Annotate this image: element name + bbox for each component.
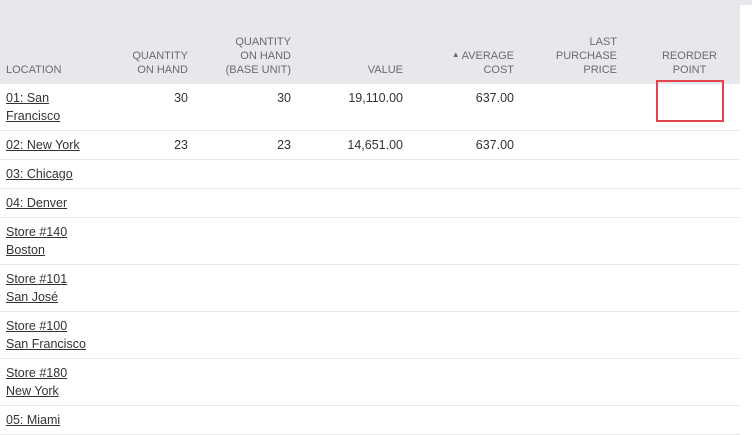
- last-purchase-price-cell: [520, 84, 623, 131]
- reorder-point-highlight-box[interactable]: [656, 80, 724, 122]
- sort-ascending-icon: ▲: [451, 50, 460, 59]
- column-header-location-label: LOCATION: [6, 64, 62, 76]
- location-cell: 03: Chicago: [0, 159, 117, 189]
- table-row: 05: Miami: [0, 405, 740, 435]
- table-row: Store #180 New York: [0, 358, 740, 406]
- location-link[interactable]: 03: Chicago: [6, 167, 73, 181]
- column-header-reorder-point[interactable]: REORDER POINT: [623, 5, 740, 84]
- location-link[interactable]: 02: New York: [6, 138, 80, 152]
- location-link[interactable]: Store #101 San José: [6, 272, 68, 304]
- table-row: Store #100 San Francisco: [0, 311, 740, 359]
- location-cell: Store #101 San José: [0, 264, 117, 312]
- table-row: 02: New York 23 23 14,651.00 637.00: [0, 130, 740, 160]
- value-cell: 14,651.00: [297, 130, 409, 160]
- table-row: Store #101 San José: [0, 264, 740, 312]
- location-cell: Store #180 New York: [0, 358, 117, 406]
- table-row: 03: Chicago: [0, 159, 740, 189]
- column-header-average-cost[interactable]: ▲ AVERAGE COST: [409, 5, 520, 84]
- location-cell: 01: San Francisco: [0, 84, 117, 131]
- column-header-quantity-on-hand-base-unit[interactable]: QUANTITY ON HAND (BASE UNIT): [194, 5, 297, 84]
- average-cost-cell: 637.00: [409, 130, 520, 160]
- location-cell: 02: New York: [0, 130, 117, 160]
- quantity-on-hand-cell: 30: [117, 84, 194, 131]
- table-row: Store #140 Boston: [0, 217, 740, 265]
- location-link[interactable]: 05: Miami: [6, 413, 61, 427]
- location-link[interactable]: 04: Denver: [6, 196, 68, 210]
- reorder-point-cell: [623, 130, 740, 160]
- location-cell: Store #140 Boston: [0, 217, 117, 265]
- quantity-on-hand-base-cell: 23: [194, 130, 297, 160]
- last-purchase-price-cell: [520, 130, 623, 160]
- location-cell: Store #100 San Francisco: [0, 311, 117, 359]
- table-row: 04: Denver: [0, 188, 740, 218]
- location-link[interactable]: Store #100 San Francisco: [6, 319, 86, 351]
- table-row: 01: San Francisco 30 30 19,110.00 637.00: [0, 80, 740, 131]
- column-header-location[interactable]: LOCATION: [0, 5, 117, 84]
- top-bar: [0, 0, 752, 5]
- column-header-value[interactable]: VALUE: [297, 5, 409, 84]
- location-link[interactable]: 01: San Francisco: [6, 91, 61, 123]
- value-cell: 19,110.00: [297, 84, 409, 131]
- header-row: LOCATION QUANTITY ON HAND QUANTITY ON HA…: [0, 5, 740, 84]
- column-header-last-purchase-price[interactable]: LAST PURCHASE PRICE: [520, 5, 623, 84]
- location-cell: 05: Miami: [0, 405, 117, 435]
- column-header-quantity-on-hand[interactable]: QUANTITY ON HAND: [117, 5, 194, 84]
- quantity-on-hand-cell: 23: [117, 130, 194, 160]
- location-link[interactable]: Store #180 New York: [6, 366, 68, 398]
- reorder-point-cell: [623, 80, 740, 131]
- inventory-location-table: LOCATION QUANTITY ON HAND QUANTITY ON HA…: [0, 5, 740, 435]
- location-link[interactable]: Store #140 Boston: [6, 225, 68, 257]
- quantity-on-hand-base-cell: 30: [194, 84, 297, 131]
- location-cell: 04: Denver: [0, 188, 117, 218]
- average-cost-cell: 637.00: [409, 84, 520, 131]
